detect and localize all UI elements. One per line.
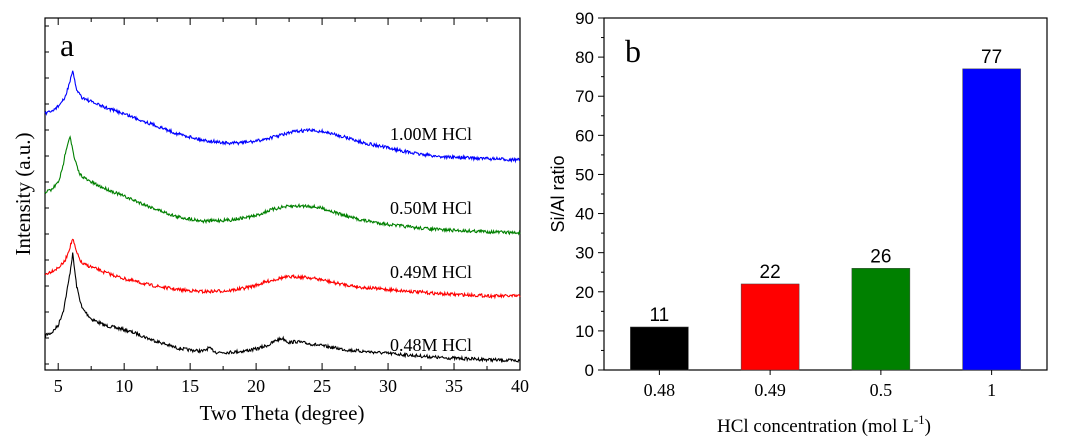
x-axis-title-b: HCl concentration (mol L-1) xyxy=(717,412,931,437)
x-tick-label: 5 xyxy=(54,376,63,396)
x-axis-ticks-b: 0.48 0.49 0.5 1 xyxy=(644,370,996,400)
x-tick-label: 1 xyxy=(987,380,996,400)
x-tick-label: 15 xyxy=(181,376,199,396)
series-label: 0.48M HCl xyxy=(390,335,472,355)
x-axis-ticks-a: 5 10 15 20 25 30 35 40 xyxy=(45,18,529,396)
bar xyxy=(962,68,1021,371)
y-axis-title-b: Si/Al ratio xyxy=(548,155,568,232)
xrd-curves xyxy=(44,70,521,364)
series-label: 0.50M HCl xyxy=(390,198,472,218)
y-tick-label: 40 xyxy=(575,205,594,224)
bar-value-label: 77 xyxy=(981,47,1002,68)
y-tick-label: 10 xyxy=(575,322,594,341)
x-tick-label: 30 xyxy=(379,376,397,396)
y-axis-title-a: Intensity (a.u.) xyxy=(11,132,35,255)
bar xyxy=(630,326,689,371)
plot-frame-a xyxy=(44,17,521,371)
y-tick-label: 90 xyxy=(575,9,594,28)
y-tick-label: 60 xyxy=(575,126,594,145)
bars xyxy=(630,68,1021,371)
x-axis-title-b-sup: -1 xyxy=(914,412,925,427)
xrd-line xyxy=(44,70,520,164)
x-tick-label: 20 xyxy=(247,376,265,396)
x-tick-label: 0.5 xyxy=(870,380,893,400)
panel-a: 0.48M HCl 0.49M HCl 0.50M HCl 1.00M HCl 5 10… xyxy=(11,17,529,425)
x-tick-label: 10 xyxy=(115,376,133,396)
xrd-line xyxy=(44,252,521,364)
y-tick-label: 80 xyxy=(575,48,594,67)
y-tick-label: 70 xyxy=(575,87,594,106)
series-labels: 0.48M HCl 0.49M HCl 0.50M HCl 1.00M HCl xyxy=(390,124,472,355)
series-label: 1.00M HCl xyxy=(390,124,472,144)
bar xyxy=(851,268,911,371)
xrd-line xyxy=(44,238,521,300)
x-tick-label: 35 xyxy=(445,376,463,396)
bar-value-label: 11 xyxy=(650,305,670,326)
y-axis-ticks-b: 0 10 20 30 40 50 60 70 80 90 xyxy=(575,9,604,380)
bar-value-label: 26 xyxy=(870,246,891,267)
x-tick-label: 40 xyxy=(511,376,529,396)
panel-label-a: a xyxy=(60,27,74,63)
panel-b: 11 22 26 77 0 10 20 30 40 50 60 70 80 90 0.48 0.49 0.5… xyxy=(548,9,1048,437)
y-tick-label: 50 xyxy=(575,165,594,184)
x-axis-title-b-end: ) xyxy=(925,416,931,437)
y-tick-label: 30 xyxy=(575,244,594,263)
y-tick-label: 0 xyxy=(585,361,594,380)
panel-label-b: b xyxy=(625,33,641,69)
y-tick-label: 20 xyxy=(575,283,594,302)
x-tick-label: 0.49 xyxy=(754,380,786,400)
xrd-line xyxy=(44,135,521,236)
bar xyxy=(740,283,800,371)
series-label: 0.49M HCl xyxy=(390,262,472,282)
bar-value-label: 22 xyxy=(760,262,781,283)
x-axis-title-b-main: HCl concentration (mol L xyxy=(717,416,914,437)
bar-value-labels: 11 22 26 77 xyxy=(650,47,1003,326)
x-axis-title-a: Two Theta (degree) xyxy=(200,401,365,425)
x-tick-label: 0.48 xyxy=(644,380,676,400)
x-tick-label: 25 xyxy=(313,376,331,396)
